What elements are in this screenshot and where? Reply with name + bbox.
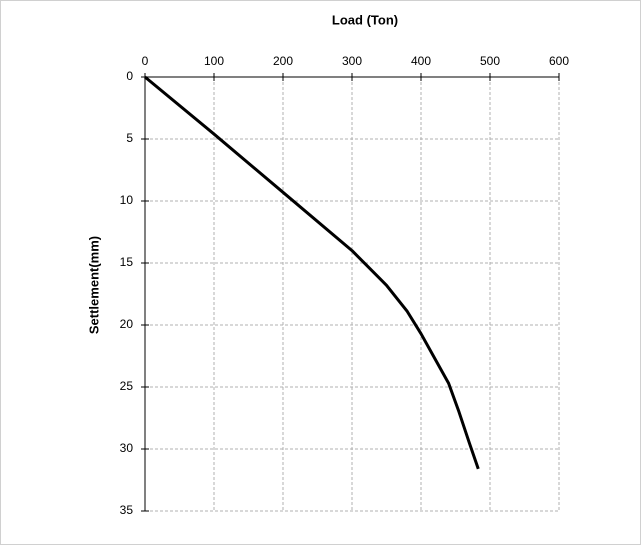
y-tick-label: 0 (126, 69, 133, 83)
y-tick-label: 25 (120, 379, 134, 393)
x-tick-label: 100 (204, 54, 224, 68)
x-tick-label: 200 (273, 54, 293, 68)
y-axis-title: Settlement(mm) (86, 236, 101, 334)
y-tick-label: 30 (120, 441, 134, 455)
x-tick-label: 600 (549, 54, 569, 68)
y-tick-label: 35 (120, 503, 134, 517)
x-tick-label: 0 (142, 54, 149, 68)
y-tick-label: 20 (120, 317, 134, 331)
line-series (144, 75, 480, 470)
y-tick-label: 15 (120, 255, 134, 269)
y-tick-label: 10 (120, 193, 134, 207)
x-axis-title: Load (Ton) (332, 12, 398, 27)
x-tick-label: 400 (411, 54, 431, 68)
x-tick-label: 500 (480, 54, 500, 68)
y-tick-label: 5 (126, 131, 133, 145)
x-tick-label: 300 (342, 54, 362, 68)
